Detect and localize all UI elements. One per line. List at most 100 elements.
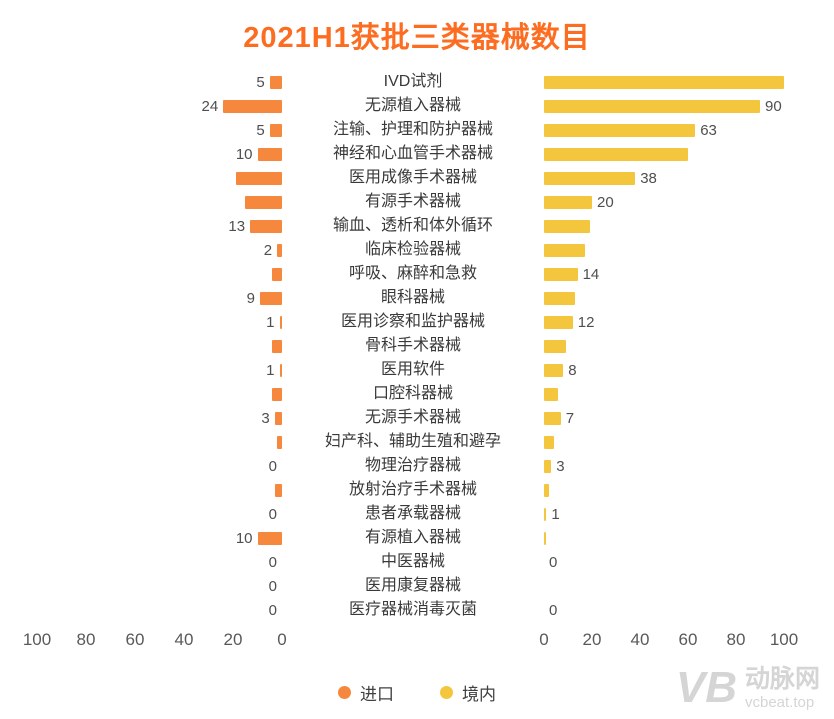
import-value-label: 1	[266, 361, 275, 379]
watermark: VB 动脉网 vcbeat.top	[676, 665, 820, 711]
import-value-label: 0	[268, 505, 277, 523]
category-label: IVD试剂	[383, 73, 443, 90]
import-bar	[279, 363, 282, 377]
axis-tick: 100	[769, 630, 799, 649]
axis-tick: 20	[223, 630, 243, 649]
chart-row: 放射治疗手术器械	[24, 478, 834, 502]
domestic-bar	[544, 243, 585, 257]
watermark-brand: 动脉网	[744, 665, 820, 693]
domestic-bar	[544, 435, 554, 449]
domestic-bar	[544, 99, 760, 113]
domestic-bar	[544, 195, 592, 209]
domestic-bar	[544, 315, 573, 329]
import-bar	[274, 411, 282, 425]
chart-row: 13 输血、透析和体外循环	[24, 214, 834, 238]
import-bar	[277, 243, 282, 257]
domestic-value-label: 1	[551, 505, 560, 523]
import-value-label: 24	[201, 97, 219, 115]
category-label: 医用软件	[380, 361, 445, 378]
chart-row: 0 患者承载器械 1	[24, 502, 834, 526]
axis-tick: 40	[174, 630, 194, 649]
axis-tick: 40	[630, 630, 650, 649]
vcbeat-logo-icon: VB	[675, 663, 737, 712]
chart-row: 2 临床检验器械	[24, 238, 834, 262]
chart-row: 3 无源手术器械 7	[24, 406, 834, 430]
domestic-value-label: 38	[640, 169, 657, 187]
axis-tick: 20	[582, 630, 602, 649]
import-bar	[257, 531, 282, 545]
chart-row: 5 IVD试剂	[24, 70, 834, 94]
import-value-label: 5	[256, 121, 265, 139]
category-label: 中医器械	[380, 553, 445, 570]
domestic-value-label: 63	[700, 121, 717, 139]
category-label: 医用康复器械	[364, 577, 461, 594]
chart-row: 24 无源植入器械 90	[24, 94, 834, 118]
import-value-label: 13	[228, 217, 246, 235]
domestic-bar	[544, 531, 547, 545]
import-value-label: 0	[268, 457, 277, 475]
chart-row: 口腔科器械	[24, 382, 834, 406]
import-bar	[269, 123, 282, 137]
category-label: 神经和心血管手术器械	[332, 145, 493, 162]
import-value-label: 3	[261, 409, 270, 427]
domestic-bar	[544, 507, 547, 521]
domestic-bar	[544, 363, 564, 377]
chart-row: 10 有源植入器械	[24, 526, 834, 550]
chart-row: 骨科手术器械	[24, 334, 834, 358]
import-bar	[257, 147, 282, 161]
x-axis: 100 80 60 40 20 0 0 20 40 60 80 100	[0, 630, 834, 654]
left-axis-ticks: 100 80 60 40 20 0	[22, 630, 287, 654]
domestic-bar	[544, 219, 590, 233]
domestic-bar	[544, 483, 549, 497]
import-value-label: 10	[235, 145, 253, 163]
import-bar	[269, 75, 282, 89]
import-bar	[274, 483, 282, 497]
domestic-value-label: 8	[568, 361, 577, 379]
import-value-label: 1	[266, 313, 275, 331]
domestic-value-label: 3	[556, 457, 565, 475]
import-bar	[277, 435, 282, 449]
chart-row: 有源手术器械 20	[24, 190, 834, 214]
axis-tick: 0	[539, 630, 549, 649]
import-value-label: 0	[268, 601, 277, 619]
domestic-value-label: 14	[582, 265, 600, 283]
category-label: 骨科手术器械	[364, 337, 461, 354]
chart-row: 0 物理治疗器械 3	[24, 454, 834, 478]
category-label: 有源手术器械	[364, 193, 461, 210]
domestic-value-label: 20	[597, 193, 614, 211]
domestic-bar	[544, 339, 566, 353]
legend-domestic-label: 境内	[462, 685, 496, 704]
import-bar	[250, 219, 282, 233]
category-label: 无源植入器械	[364, 97, 461, 114]
legend-item-import: 进口	[338, 680, 394, 705]
domestic-bar	[544, 411, 561, 425]
category-label: 口腔科器械	[372, 385, 453, 402]
import-bar	[272, 387, 282, 401]
category-label: 医用成像手术器械	[348, 169, 477, 186]
chart-row: 呼吸、麻醉和急救 14	[24, 262, 834, 286]
import-value-label: 0	[268, 577, 277, 595]
import-value-label: 2	[263, 241, 273, 259]
import-bar	[259, 291, 282, 305]
category-label: 输血、透析和体外循环	[332, 217, 493, 234]
chart-row: 1 医用软件 8	[24, 358, 834, 382]
right-axis-ticks: 0 20 40 60 80 100	[539, 630, 834, 654]
domestic-bar	[544, 171, 636, 185]
domestic-value-label: 0	[549, 553, 558, 571]
import-legend-dot-icon	[338, 686, 351, 699]
category-label: 医用诊察和监护器械	[340, 313, 485, 330]
category-label: 无源手术器械	[364, 409, 461, 426]
axis-tick: 80	[76, 630, 96, 649]
axis-tick: 60	[125, 630, 145, 649]
legend: 进口 境内	[0, 680, 834, 705]
category-label: 眼科器械	[380, 289, 445, 306]
legend-item-domestic: 境内	[440, 680, 496, 705]
domestic-bar	[544, 75, 784, 89]
domestic-bar	[544, 267, 578, 281]
chart-row: 9 眼科器械	[24, 286, 834, 310]
category-label: 有源植入器械	[364, 529, 461, 546]
axis-tick: 100	[22, 630, 52, 649]
domestic-bar	[544, 459, 552, 473]
axis-tick: 60	[678, 630, 698, 649]
